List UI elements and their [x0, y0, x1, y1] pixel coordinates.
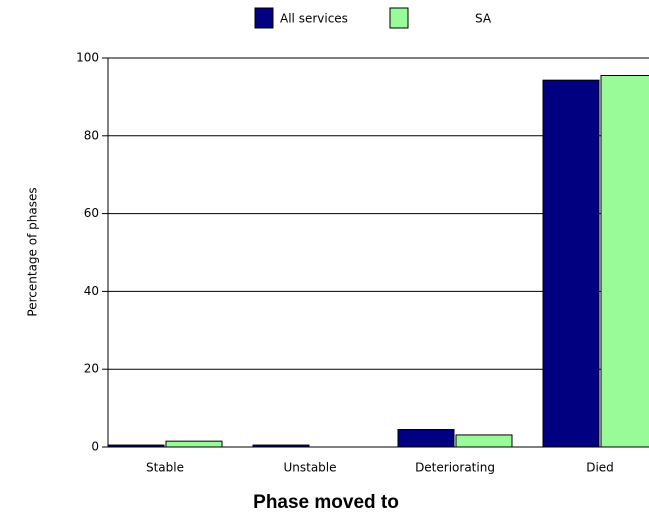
bar	[600, 75, 649, 448]
y-axis-title: Percentage of phases	[26, 187, 40, 316]
y-tick-label: 100	[76, 51, 99, 65]
y-tick-label: 80	[84, 128, 99, 142]
x-tick-label: Unstable	[283, 461, 336, 475]
legend-label: SA	[475, 12, 492, 26]
y-tick-label: 20	[84, 362, 99, 376]
y-tick-label: 0	[91, 440, 99, 454]
legend-swatch	[389, 7, 409, 29]
legend-label: All services	[280, 12, 348, 26]
bar	[542, 79, 600, 448]
bar	[165, 440, 223, 448]
y-tick-label: 60	[84, 206, 99, 220]
x-tick-label: Died	[586, 461, 614, 475]
bar	[397, 428, 455, 448]
x-tick-label: Deteriorating	[415, 461, 495, 475]
y-tick-label: 40	[84, 284, 99, 298]
x-axis-title: Phase moved to	[253, 492, 399, 513]
bar	[107, 444, 165, 448]
x-tick-label: Stable	[146, 461, 184, 475]
bar	[252, 444, 310, 448]
bar	[455, 434, 513, 448]
legend-swatch	[254, 7, 274, 29]
